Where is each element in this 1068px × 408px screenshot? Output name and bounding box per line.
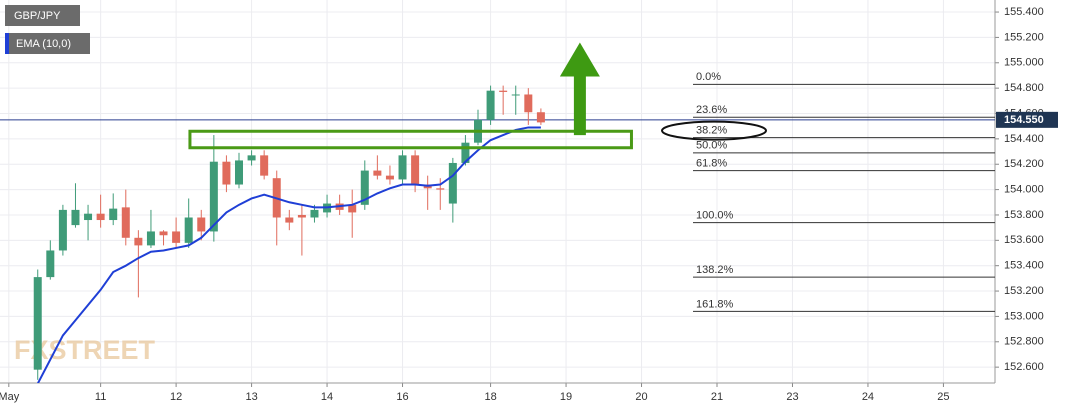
fib-label: 0.0% [696,71,721,83]
x-tick-label: 13 [245,391,257,403]
x-tick-label: 14 [321,391,333,403]
candle-body [486,90,495,120]
plot: 152.600 152.800 153.000 153.200 153.400 153.6… [0,0,1058,403]
support-zone [188,129,633,150]
candle-body [461,142,470,163]
x-tick-label: 16 [396,391,408,403]
candle-body [209,161,218,232]
x-tick-label: 18 [484,391,496,403]
candle-body [146,231,155,246]
series [33,85,545,383]
y-tick-label: 155.400 [1004,6,1044,18]
fib-label: 100.0% [696,209,734,221]
arrow [559,42,600,136]
y-tick-label: 152.800 [1004,336,1044,348]
legend: GBP/JPY EMA (10,0) [5,5,90,54]
y-tick-label: 153.200 [1004,285,1044,297]
candle-body [134,237,143,246]
x-tick-label: May [0,391,20,403]
candle-body [310,209,319,218]
candle-body [222,161,231,185]
candle-body [385,175,394,180]
fib-label: 23.6% [696,104,727,116]
fib-label: 38.2% [696,125,727,137]
legend-swatch [5,33,9,54]
y-tick-label: 154.800 [1004,82,1044,94]
candle-body [184,217,193,243]
x-tick-label: 23 [786,391,798,403]
y-tick-label: 154.000 [1004,184,1044,196]
candle-body [260,155,269,176]
x-tick-label: 11 [95,391,106,403]
candle-body [398,155,407,180]
y-tick-label: 153.000 [1004,310,1044,322]
candle-body [524,94,533,113]
fib-label: 161.8% [696,298,734,310]
candle-body [511,94,520,96]
candle-body [348,204,357,213]
candle-body [411,155,420,185]
y-tick-label: 155.200 [1004,31,1044,43]
y-tick-label: 152.600 [1004,361,1044,373]
candle-body [436,188,445,190]
fib-label: 61.8% [696,157,727,169]
candle-body [109,208,118,221]
candle-body [46,250,55,278]
legend-entry: EMA (10,0) [16,38,71,50]
y-tick-label: 153.800 [1004,209,1044,221]
candle-body [121,207,130,238]
candle-body [360,170,369,205]
candle-body [247,155,256,161]
ema-line [36,126,541,383]
y-tick-label: 154.400 [1004,133,1044,145]
candle-body [172,231,181,243]
x-tick-label: 21 [711,391,723,403]
candle-body [159,231,168,236]
x-tick-label: 25 [937,391,949,403]
candle-body [71,209,80,226]
candle-body [499,90,508,92]
price-label: 154.550 [1004,114,1044,126]
candle-body [235,160,244,185]
legend-title: GBP/JPY [14,10,61,22]
price-label-box [996,111,1058,128]
candle-body [448,162,457,204]
x-tick-label: 20 [635,391,647,403]
highlight-ellipse [661,120,767,141]
candle-body [96,213,105,221]
fib-label: 138.2% [696,264,734,276]
candle-body [197,217,206,232]
legend-box [5,5,80,26]
y-tick-label: 155.000 [1004,57,1044,69]
y-tick-label: 153.400 [1004,260,1044,272]
fib-label: 50.0% [696,140,727,152]
candle-body [373,170,382,176]
y-tick-label: 153.600 [1004,234,1044,246]
candle-body [84,213,93,221]
x-tick-label: 19 [560,391,572,403]
x-tick-label: 24 [862,391,874,403]
candle-body [58,209,67,251]
x-tick-label: 12 [170,391,182,403]
candle-body [536,112,545,123]
candle-body [297,214,306,218]
legend-box [5,33,90,54]
candle-body [33,277,42,370]
candle-body [285,217,294,223]
y-tick-label: 154.200 [1004,158,1044,170]
